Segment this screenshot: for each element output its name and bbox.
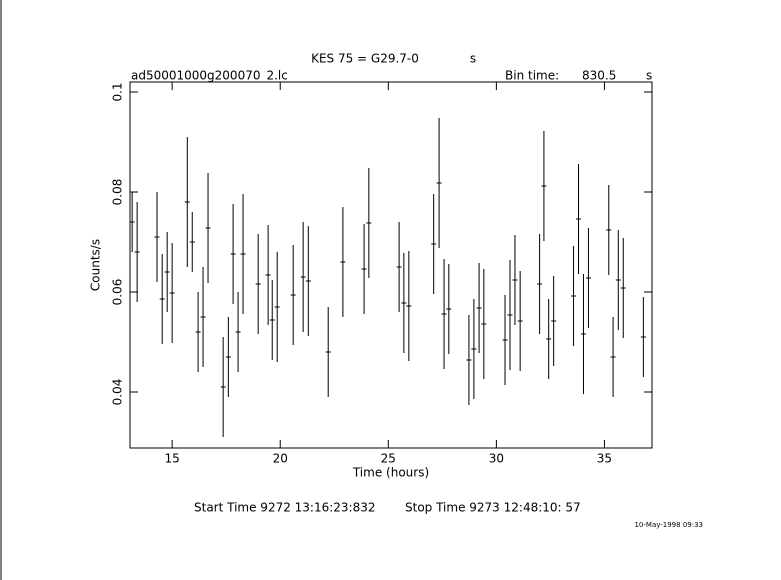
x-tick-label: 35	[597, 452, 612, 466]
y-tick-label: 0.1	[111, 82, 125, 101]
x-tick-label: 20	[273, 452, 288, 466]
x-axis-label: Time (hours)	[352, 466, 429, 480]
bin-time: 830.5	[582, 69, 616, 83]
plot-frame	[129, 81, 653, 449]
date-stamp: 10-May-1998 09:33	[634, 521, 703, 529]
chart-title: KES 75 = G29.7-0	[311, 52, 419, 66]
bin-time-unit: s	[646, 69, 652, 83]
bin-time-label: Bin time:	[505, 69, 559, 83]
x-tick-label: 30	[489, 452, 504, 466]
y-tick-label: 0.08	[111, 179, 125, 206]
stop-time: Stop Time 9273 12:48:10: 57	[405, 501, 581, 515]
y-tick-label: 0.04	[111, 379, 125, 406]
file-name: ad50001000g200070_2.lc	[131, 69, 288, 83]
x-tick-label: 25	[381, 452, 396, 466]
title-suffix: s	[470, 52, 476, 66]
y-tick-label: 0.06	[111, 279, 125, 306]
start-time: Start Time 9272 13:16:23:832	[194, 501, 376, 515]
x-tick-label: 15	[165, 452, 180, 466]
y-axis-label: Counts/s	[89, 239, 103, 291]
